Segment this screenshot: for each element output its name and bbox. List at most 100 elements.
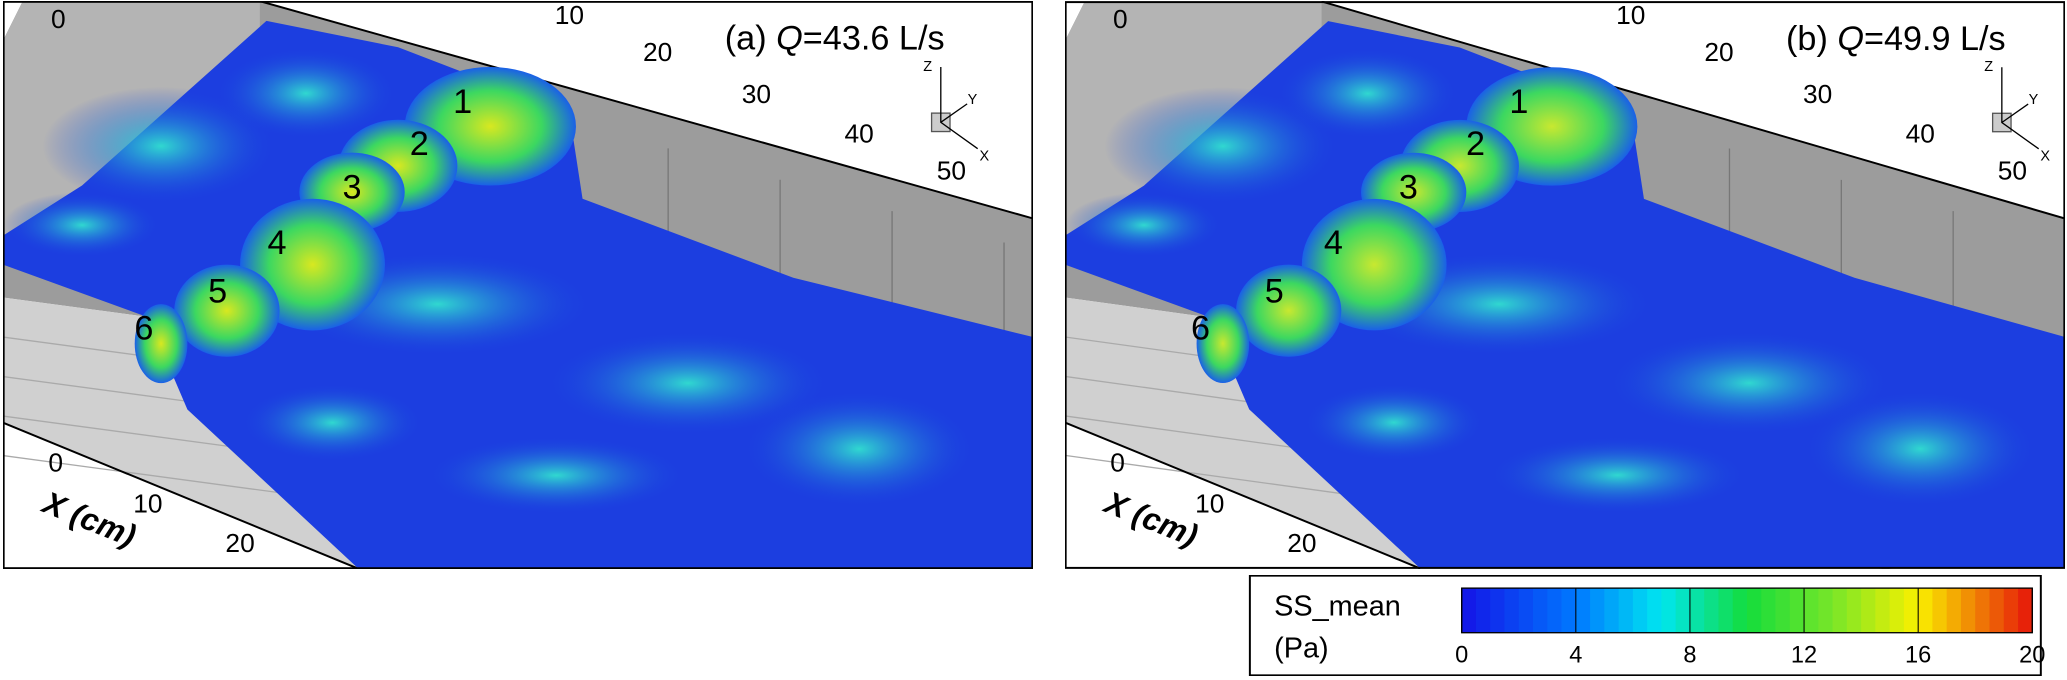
- colorbar-step: [1946, 588, 1962, 633]
- colorbar-step: [1604, 588, 1620, 633]
- triad-label: Z: [923, 59, 932, 75]
- colorbar-step: [1475, 588, 1491, 633]
- top-tick-label: 10: [1616, 1, 1645, 30]
- panel-title: (a) Q=43.6 L/s: [725, 20, 945, 58]
- boulder: [1236, 264, 1342, 357]
- colorbar-step: [1804, 588, 1819, 633]
- colorbar-step: [1861, 588, 1876, 633]
- colorbar-step: [1903, 588, 1919, 633]
- side-tick-label: 10: [1195, 488, 1224, 518]
- top-tick-label: 50: [937, 155, 966, 185]
- colorbar-step: [1547, 588, 1562, 633]
- colorbar-step: [2003, 588, 2019, 633]
- triad-label: Y: [2029, 92, 2039, 108]
- triad-axis: [940, 103, 968, 123]
- colorbar-step: [1975, 588, 1990, 633]
- surface-patch: [240, 383, 425, 463]
- side-tick-label: 20: [225, 528, 254, 558]
- top-tick-label: 0: [1113, 4, 1128, 34]
- top-tick-label: 0: [51, 4, 66, 34]
- surface-patch: [213, 47, 399, 140]
- colorbar-step: [1761, 588, 1776, 633]
- colorbar-step: [1647, 588, 1662, 633]
- boulder-label: 5: [208, 273, 227, 311]
- colorbar-step: [2018, 588, 2033, 633]
- side-tick-label: 0: [1110, 448, 1125, 478]
- colorbar-tick-label: 8: [1683, 643, 1696, 669]
- colorbar-step: [1747, 588, 1762, 633]
- top-edge: [1321, 1, 2065, 220]
- surface-patch: [1604, 330, 1894, 436]
- colorbar-tick-label: 4: [1569, 643, 1582, 669]
- left-edge: [1065, 421, 1421, 569]
- boulder-label: 3: [343, 169, 362, 207]
- colorbar-step: [1846, 588, 1862, 633]
- boulder: [174, 264, 280, 357]
- boulder-label: 1: [453, 83, 472, 121]
- side-tick-label: 10: [133, 489, 162, 519]
- colorbar-step: [1989, 588, 2005, 633]
- boulder-label: 6: [1191, 309, 1210, 347]
- colorbar-step: [1533, 588, 1548, 633]
- colorbar-step: [1832, 588, 1848, 633]
- boulder-label: 3: [1399, 169, 1418, 207]
- colorbar-tick-label: 16: [1905, 643, 1931, 669]
- surface-patch: [1801, 389, 2039, 509]
- colorbar-step: [1561, 588, 1577, 633]
- boulder-label: 2: [410, 125, 429, 163]
- colorbar-unit: (Pa): [1274, 632, 1329, 664]
- boulder-label: 4: [1324, 224, 1343, 262]
- top-edge: [259, 1, 1033, 220]
- surface-patch: [1104, 86, 1342, 206]
- colorbar-step: [1889, 588, 1905, 633]
- colorbar-step: [1775, 588, 1791, 633]
- left-edge: [3, 421, 360, 569]
- surface-patch: [1065, 192, 1223, 259]
- colorbar-step: [1518, 588, 1534, 633]
- colorbar: SS_mean (Pa) 0 4 8 12 16 20: [1248, 575, 2045, 676]
- title-value: =43.6 L/s: [803, 20, 945, 58]
- surface-patch: [740, 389, 978, 509]
- colorbar-step: [1490, 588, 1505, 633]
- triad-label: Z: [1984, 59, 1993, 75]
- colorbar-step: [1661, 588, 1677, 633]
- colorbar-tick-label: 0: [1455, 643, 1468, 669]
- colorbar-step: [1918, 588, 1933, 633]
- surface-patch: [1275, 47, 1460, 140]
- colorbar-step: [1960, 588, 1976, 633]
- panel-title: (b) Q=49.9 L/s: [1786, 20, 2006, 58]
- boulder-label: 5: [1265, 273, 1284, 311]
- colorbar-step: [1718, 588, 1734, 633]
- colorbar-step: [1789, 588, 1805, 633]
- title-symbol: Q: [776, 20, 803, 58]
- colorbar-step: [1732, 588, 1748, 633]
- top-tick-label: 40: [1906, 119, 1935, 149]
- surface-patch: [42, 86, 280, 206]
- triad-axis: [2001, 103, 2029, 124]
- panel-frame: [3, 1, 1033, 569]
- triad-label: Y: [968, 92, 978, 108]
- top-tick-label: 50: [1998, 155, 2027, 185]
- surface-patch: [543, 330, 833, 436]
- side-tick-label: 20: [1287, 528, 1316, 558]
- title-prefix: (b): [1786, 20, 1837, 58]
- colorbar-step: [1675, 588, 1691, 633]
- triad-label: X: [979, 148, 989, 164]
- boulder: [134, 304, 188, 384]
- side-tick-label: 0: [48, 448, 63, 478]
- surface-patch: [1301, 383, 1487, 462]
- title-prefix: (a): [725, 20, 776, 58]
- colorbar-step: [1504, 588, 1520, 633]
- colorbar-tick-label: 20: [2019, 643, 2045, 669]
- colorbar-step: [1818, 588, 1833, 633]
- top-tick-label: 20: [643, 37, 672, 67]
- boulder-label: 2: [1466, 125, 1485, 163]
- colorbar-step: [1704, 588, 1719, 633]
- colorbar-step: [1932, 588, 1948, 633]
- boulder-label: 6: [134, 309, 153, 347]
- top-tick-label: 30: [742, 79, 771, 109]
- colorbar-step: [1632, 588, 1648, 633]
